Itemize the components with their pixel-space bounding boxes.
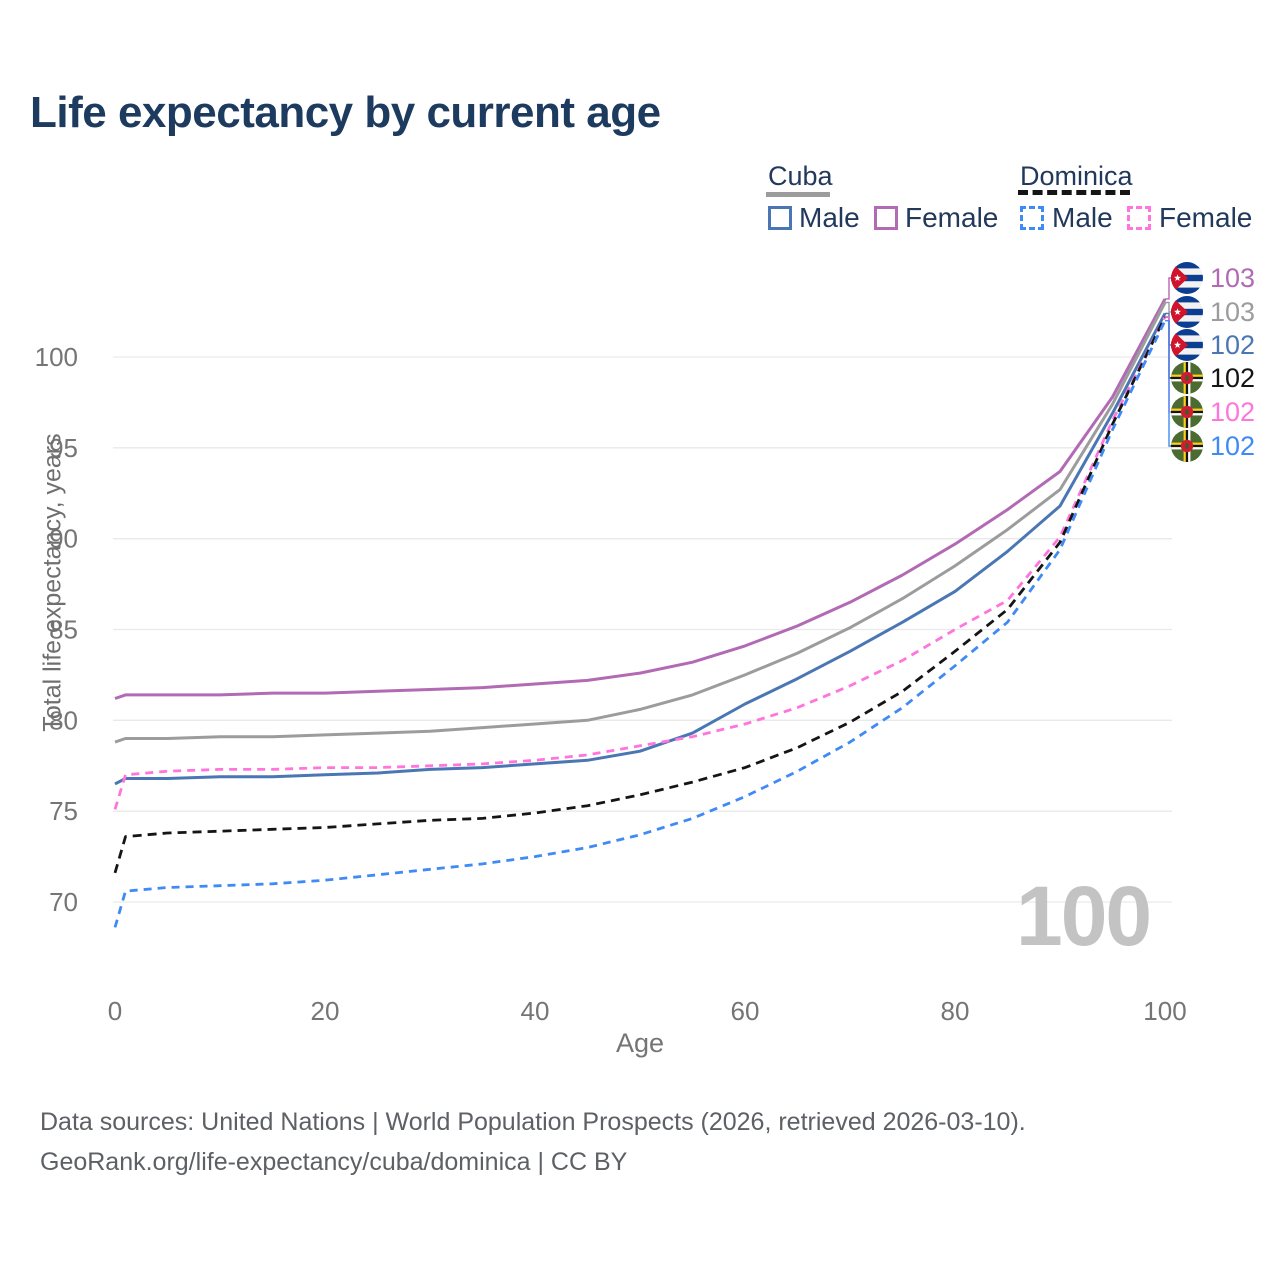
- y-axis-title: Total life expectancy, years: [38, 433, 67, 732]
- x-tick-label: 100: [1143, 996, 1186, 1026]
- x-tick-label: 20: [311, 996, 340, 1026]
- y-tick-label: 75: [49, 796, 78, 826]
- x-tick-label: 0: [108, 996, 122, 1026]
- series-line-dominica_female: [113, 316, 1167, 810]
- cuba-flag-icon: [1171, 329, 1203, 361]
- page-title: Life expectancy by current age: [30, 88, 661, 137]
- series-line-cuba_male: [114, 312, 1167, 786]
- end-value-row-cuba_female: 103: [1171, 261, 1255, 295]
- legend-group-dominica-label: Dominica: [1020, 161, 1133, 191]
- dominica-flag-icon: [1171, 430, 1203, 462]
- legend-item-dominica-male[interactable]: Male: [1052, 202, 1113, 233]
- end-value-label: 102: [1210, 431, 1256, 461]
- legend-swatch-dominica-male[interactable]: [1020, 206, 1044, 230]
- end-value-label: 103: [1210, 297, 1256, 327]
- y-tick-label: 70: [49, 887, 78, 917]
- legend-swatch-cuba-male[interactable]: [768, 206, 792, 230]
- series-line-cuba_both: [114, 301, 1167, 744]
- legend-item-dominica-female[interactable]: Female: [1159, 202, 1253, 233]
- footer-attribution: GeoRank.org/life-expectancy/cuba/dominic…: [40, 1148, 628, 1176]
- legend-item-cuba-female[interactable]: Female: [905, 202, 999, 233]
- end-value-label: 103: [1210, 263, 1256, 293]
- end-value-label: 102: [1210, 363, 1256, 393]
- legend-swatch-dominica-female[interactable]: [1127, 206, 1151, 230]
- x-tick-label: 40: [521, 996, 550, 1026]
- x-tick-label: 60: [731, 996, 760, 1026]
- end-value-row-dominica_both: 102: [1171, 361, 1255, 395]
- cuba-flag-icon: [1171, 296, 1203, 328]
- legend-swatch-cuba-female[interactable]: [874, 206, 898, 230]
- end-value-row-cuba_both: 103: [1171, 295, 1255, 329]
- end-value-row-dominica_male: 102: [1171, 429, 1255, 463]
- series-line-cuba_female: [114, 298, 1167, 700]
- x-tick-label: 80: [941, 996, 970, 1026]
- legend-dominica-line-sample: [1018, 190, 1130, 195]
- y-tick-label: 100: [35, 342, 78, 372]
- end-value-label: 102: [1210, 330, 1256, 360]
- legend-group-cuba-label: Cuba: [768, 161, 833, 191]
- x-axis-title: Age: [615, 1028, 665, 1058]
- legend-cuba-line-sample: [766, 192, 830, 197]
- end-value-label: 102: [1210, 397, 1256, 427]
- series-line-dominica_both: [113, 316, 1167, 874]
- cuba-flag-icon: [1171, 262, 1203, 294]
- end-value-row-dominica_female: 102: [1171, 395, 1255, 429]
- dominica-flag-icon: [1171, 362, 1203, 394]
- age-watermark: 100: [1016, 869, 1152, 963]
- end-value-row-cuba_male: 102: [1171, 328, 1255, 362]
- legend-item-cuba-male[interactable]: Male: [799, 202, 860, 233]
- dominica-flag-icon: [1171, 396, 1203, 428]
- series-line-dominica_male: [113, 320, 1167, 928]
- footer-data-sources: Data sources: United Nations | World Pop…: [40, 1108, 1026, 1136]
